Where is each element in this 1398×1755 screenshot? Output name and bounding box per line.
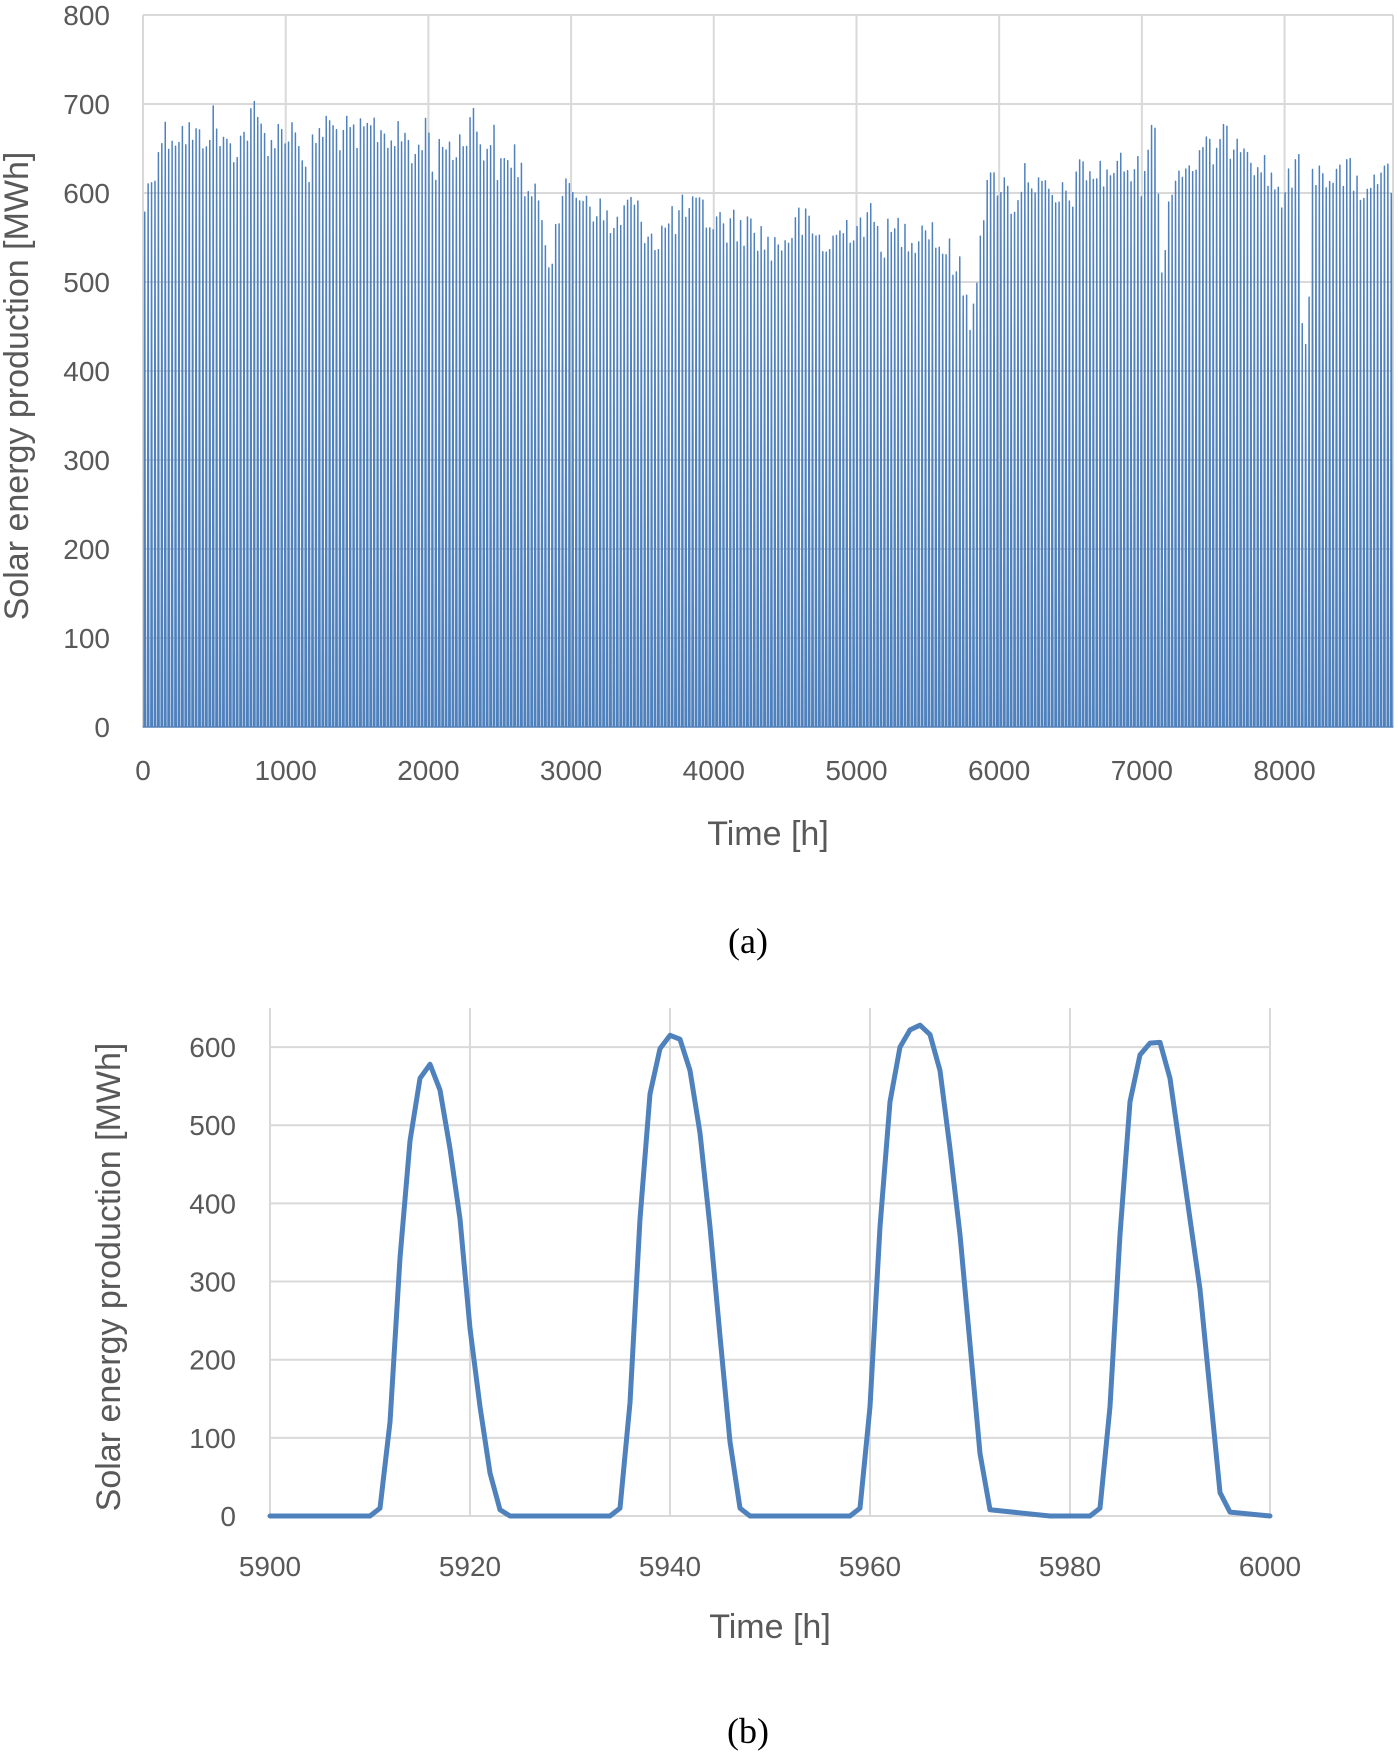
chart-b-x-tick-label: 5980: [1039, 1551, 1101, 1582]
chart-a-x-tick-label: 1000: [255, 755, 317, 786]
chart-a-x-tick-label: 2000: [397, 755, 459, 786]
chart-a-x-tick-label: 4000: [683, 755, 745, 786]
chart-b-x-axis-title: Time [h]: [709, 1608, 831, 1646]
chart-b-x-tick-label: 5960: [839, 1551, 901, 1582]
chart-a-area: [142, 100, 1394, 728]
chart-a-y-tick-label: 600: [63, 178, 110, 209]
chart-b-x-tick-label: 5940: [639, 1551, 701, 1582]
chart-b-y-tick-label: 300: [189, 1267, 236, 1298]
chart-a-y-tick-label: 500: [63, 267, 110, 298]
chart-b-y-tick-label: 500: [189, 1110, 236, 1141]
chart-b-line: [267, 1022, 1273, 1519]
chart-b-y-tick-label: 200: [189, 1345, 236, 1376]
chart-b-x-tick-labels: 5900 5920 5940 5960 5980 6000: [239, 1551, 1301, 1582]
chart-a-area-series: [142, 100, 1394, 728]
chart-a-x-axis-title: Time [h]: [707, 815, 829, 853]
chart-b: 0 100 200 300 400 500 600 5900 5920 5940 5960 5980…: [90, 1008, 1301, 1751]
chart-b-x-tick-label: 6000: [1239, 1551, 1301, 1582]
chart-a-y-tick-label: 0: [94, 712, 110, 743]
chart-b-panel-label: (b): [727, 1711, 769, 1751]
chart-a-x-tick-label: 5000: [825, 755, 887, 786]
chart-a-y-tick-label: 800: [63, 0, 110, 31]
chart-b-line-series: [267, 1022, 1273, 1519]
chart-b-y-tick-label: 0: [220, 1501, 236, 1532]
chart-a-panel-label: (a): [728, 921, 768, 961]
chart-b-y-tick-labels: 0 100 200 300 400 500 600: [189, 1032, 236, 1532]
chart-a-x-tick-label: 0: [135, 755, 151, 786]
chart-b-x-tick-label: 5900: [239, 1551, 301, 1582]
chart-b-y-tick-label: 400: [189, 1188, 236, 1219]
chart-a-x-tick-label: 6000: [968, 755, 1030, 786]
chart-a-y-tick-label: 300: [63, 445, 110, 476]
chart-a-y-tick-label: 100: [63, 623, 110, 654]
chart-a-y-tick-labels: 0 100 200 300 400 500 600 700 800: [63, 0, 110, 743]
chart-a-x-tick-labels: 0 1000 2000 3000 4000 5000 6000 7000 8000: [135, 755, 1315, 786]
chart-a-y-axis-title: Solar energy production [MWh]: [0, 152, 36, 621]
chart-a-x-tick-label: 3000: [540, 755, 602, 786]
chart-b-x-tick-label: 5920: [439, 1551, 501, 1582]
chart-a-x-tick-label: 8000: [1253, 755, 1315, 786]
chart-a-y-tick-label: 200: [63, 534, 110, 565]
chart-b-y-axis-title: Solar energy production [MWh]: [90, 1043, 128, 1512]
chart-a-y-tick-label: 700: [63, 89, 110, 120]
chart-b-y-tick-label: 100: [189, 1423, 236, 1454]
chart-b-y-tick-label: 600: [189, 1032, 236, 1063]
chart-a-x-tick-label: 7000: [1111, 755, 1173, 786]
chart-a-y-tick-label: 400: [63, 356, 110, 387]
chart-a: 0 100 200 300 400 500 600 700 800 0 1000 2000 3000 4…: [0, 0, 1394, 961]
